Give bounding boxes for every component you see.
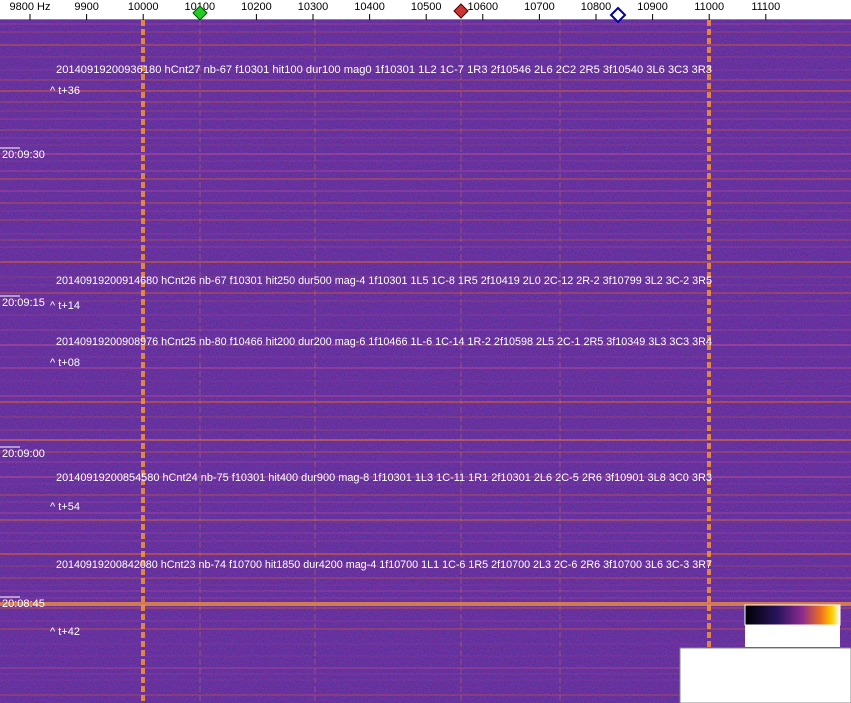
event-text: 20140919200936180 hCnt27 nb-67 f10301 hi…: [56, 64, 712, 76]
freq-label: 10000: [128, 1, 159, 13]
time-label: 20:08:45: [2, 598, 45, 610]
freq-label: 11100: [751, 1, 780, 13]
freq-label: 9900: [74, 1, 98, 13]
time-label: 20:09:30: [2, 149, 45, 161]
colorbar-labels-bg: [745, 625, 840, 647]
marker-red: [453, 3, 469, 19]
freq-label: 10200: [241, 1, 272, 13]
marker-green: [192, 5, 208, 21]
time-label: 20:09:00: [2, 448, 45, 460]
freq-label: 10500: [411, 1, 442, 13]
event-text: 20140919200908976 hCnt25 nb-80 f10466 hi…: [56, 336, 712, 348]
event-text: 20140919200914680 hCnt26 nb-67 f10301 hi…: [56, 275, 712, 287]
time-label: 20:09:15: [2, 297, 45, 309]
event-offset: ^ t+54: [50, 501, 80, 513]
event-offset: ^ t+36: [50, 85, 80, 97]
noise: [0, 20, 851, 703]
freq-label: 10800: [581, 1, 612, 13]
freq-label: 10900: [637, 1, 668, 13]
freq-label: 10600: [468, 1, 499, 13]
event-offset: ^ t+08: [50, 357, 80, 369]
colorbar: [744, 604, 841, 626]
freq-axis: [0, 0, 851, 20]
freq-label: 10700: [524, 1, 555, 13]
event-text: 20140919200854580 hCnt24 nb-75 f10301 hi…: [56, 472, 712, 484]
event-offset: ^ t+42: [50, 626, 80, 638]
event-text: 20140919200842080 hCnt23 nb-74 f10700 hi…: [56, 559, 712, 571]
event-offset: ^ t+14: [50, 300, 80, 312]
freq-label: 10400: [354, 1, 385, 13]
freq-label: 10300: [298, 1, 329, 13]
info-box: [679, 647, 851, 703]
freq-label: 11000: [694, 1, 724, 13]
freq-label: 9800 Hz: [10, 1, 51, 13]
marker-blue: [609, 6, 627, 24]
